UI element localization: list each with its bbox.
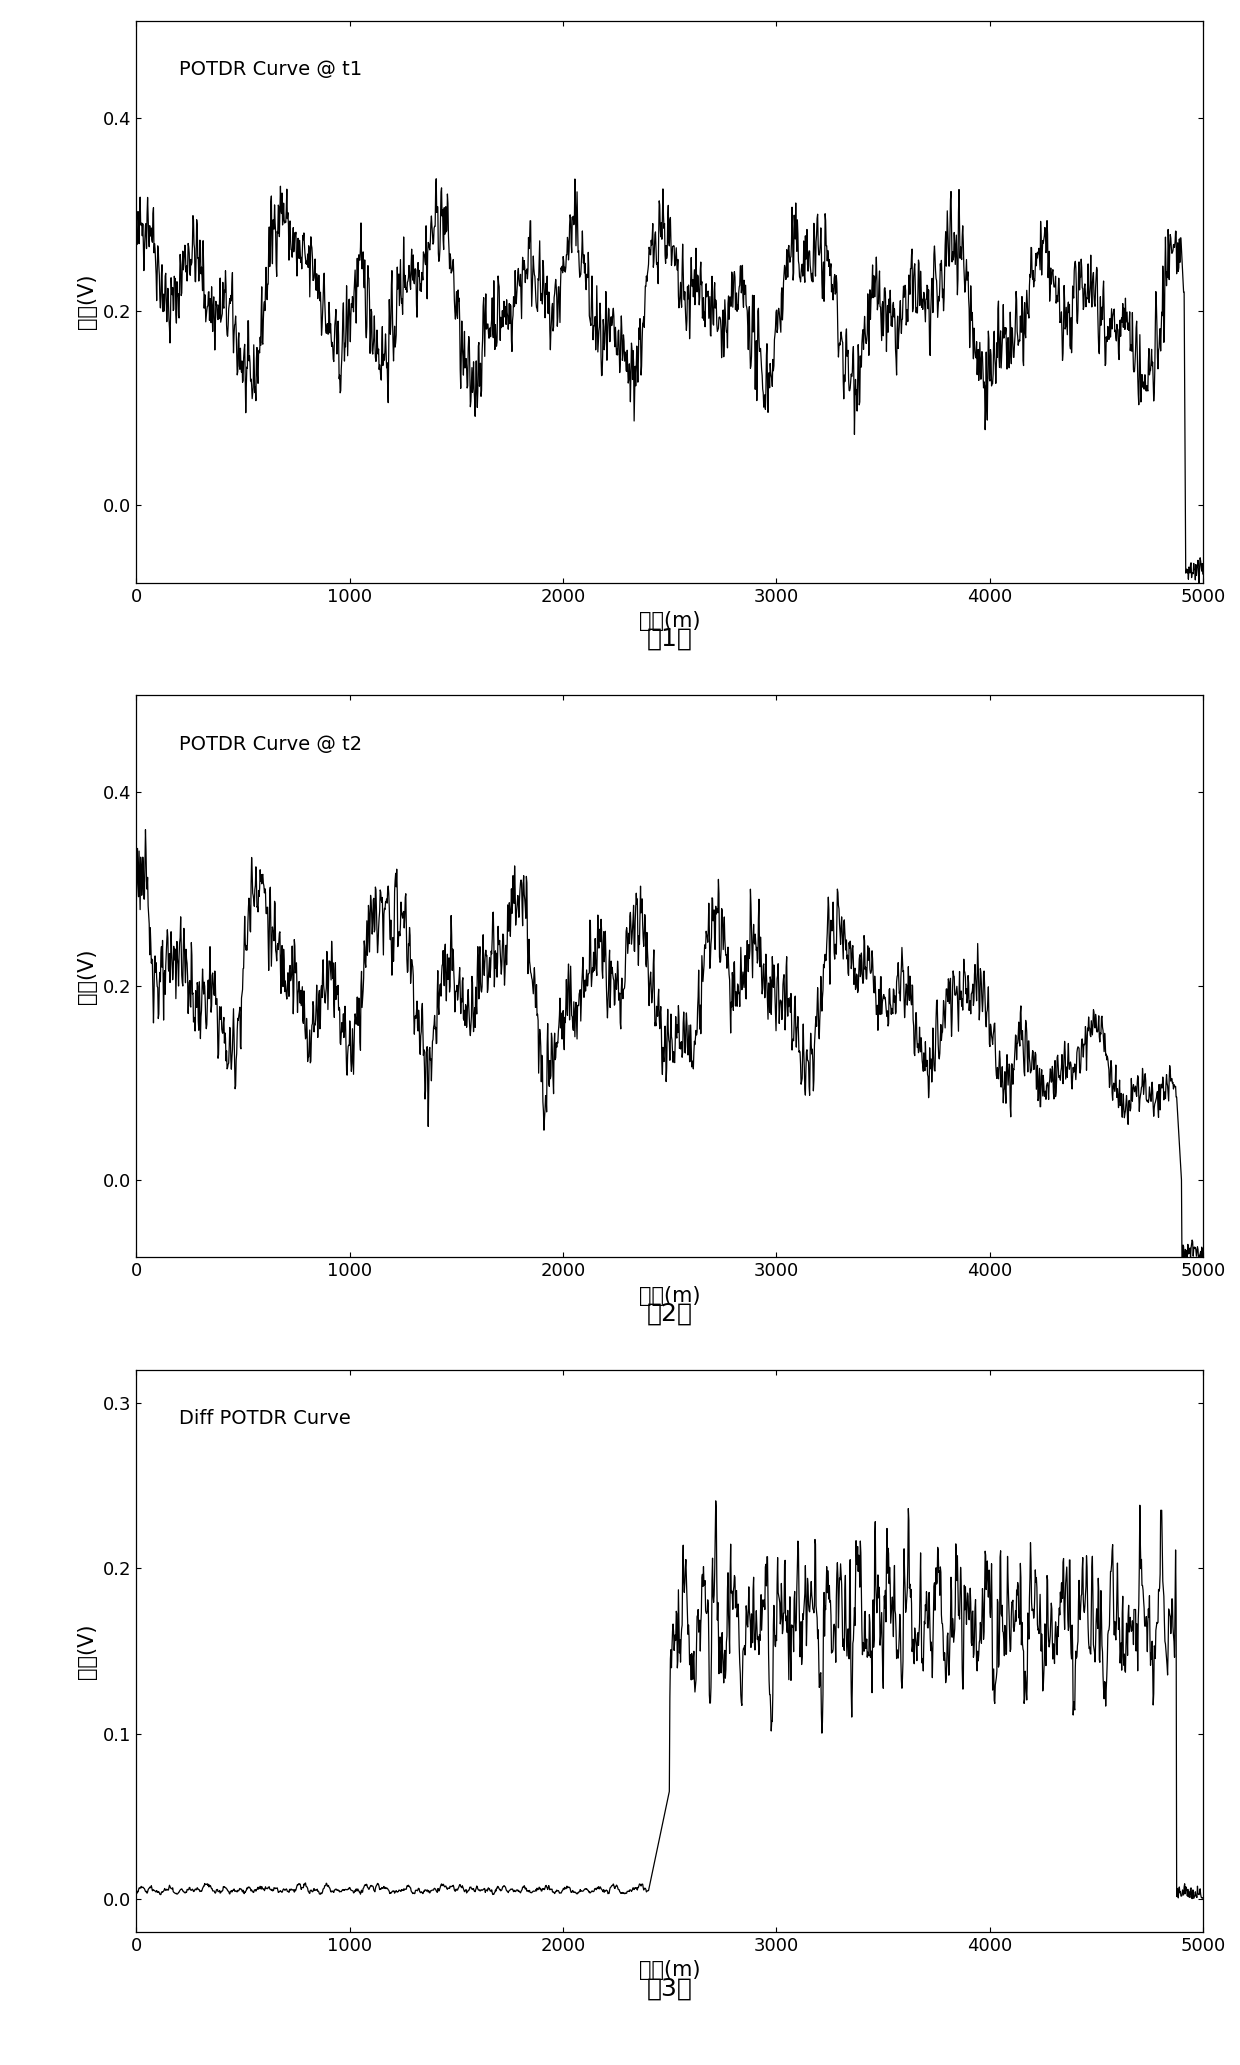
Y-axis label: 电压(V): 电压(V) bbox=[77, 948, 98, 1004]
Text: Diff POTDR Curve: Diff POTDR Curve bbox=[179, 1408, 351, 1429]
Text: （2）: （2） bbox=[646, 1301, 693, 1326]
Text: （3）: （3） bbox=[647, 1976, 692, 2001]
Y-axis label: 电压(V): 电压(V) bbox=[77, 1623, 98, 1679]
Y-axis label: 电压(V): 电压(V) bbox=[77, 275, 98, 330]
X-axis label: 距离(m): 距离(m) bbox=[639, 611, 701, 632]
Text: （1）: （1） bbox=[647, 628, 692, 650]
X-axis label: 距离(m): 距离(m) bbox=[639, 1286, 701, 1305]
Text: POTDR Curve @ t1: POTDR Curve @ t1 bbox=[179, 60, 362, 78]
X-axis label: 距离(m): 距离(m) bbox=[639, 1960, 701, 1980]
Text: POTDR Curve @ t2: POTDR Curve @ t2 bbox=[179, 735, 362, 754]
